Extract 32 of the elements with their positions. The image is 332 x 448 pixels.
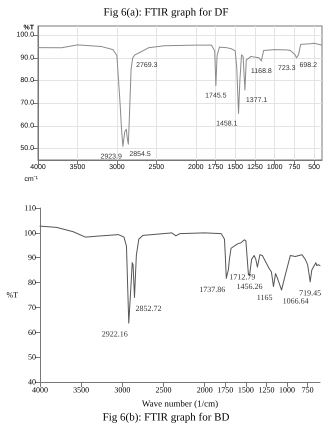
line-series	[38, 42, 322, 147]
y-tick-label: 40	[28, 378, 36, 386]
x-tick-label: 750	[302, 386, 314, 394]
annotation: 1165	[256, 293, 272, 302]
y-tick-label: 110	[24, 204, 36, 212]
text: Fig 6(b): FTIR graph for BD	[102, 412, 230, 424]
y-axis-title: %T	[6, 290, 18, 300]
x-tick-label: 1500	[238, 386, 254, 394]
y-tick-label: 50	[28, 352, 36, 362]
y-tick-label: 70	[28, 302, 36, 312]
x-tick-label: 2000	[196, 386, 213, 394]
chart-title: Fig 6(a): FTIR graph for DF	[104, 6, 228, 18]
x-tick-label: 4000	[32, 386, 48, 394]
x-tick-label: 2500	[156, 386, 172, 394]
y-tick-label: 100	[24, 228, 36, 238]
annotation: 2852.72	[135, 304, 162, 313]
annotation: 2922.16	[102, 330, 128, 339]
annotation: 1456.26	[236, 282, 262, 292]
line-series	[40, 226, 320, 324]
x-tick-label: 1250	[258, 386, 274, 394]
y-tick-label: 60	[28, 328, 36, 337]
annotation: 1737.86	[199, 284, 226, 294]
annotation: 719.45	[299, 288, 322, 298]
x-tick-label: 3000	[114, 386, 130, 394]
annotation: 1712.79	[229, 272, 256, 282]
y-tick-label: 80	[28, 278, 36, 288]
annotation: 1066.64	[282, 296, 309, 306]
x-tick-label: 1000	[279, 386, 296, 394]
x-tick-label: 1750	[217, 386, 234, 394]
y-tick-label: 90	[28, 253, 36, 262]
x-tick-label: 3500	[73, 386, 90, 394]
x-axis-title: Wave number (1/cm)	[142, 398, 218, 408]
